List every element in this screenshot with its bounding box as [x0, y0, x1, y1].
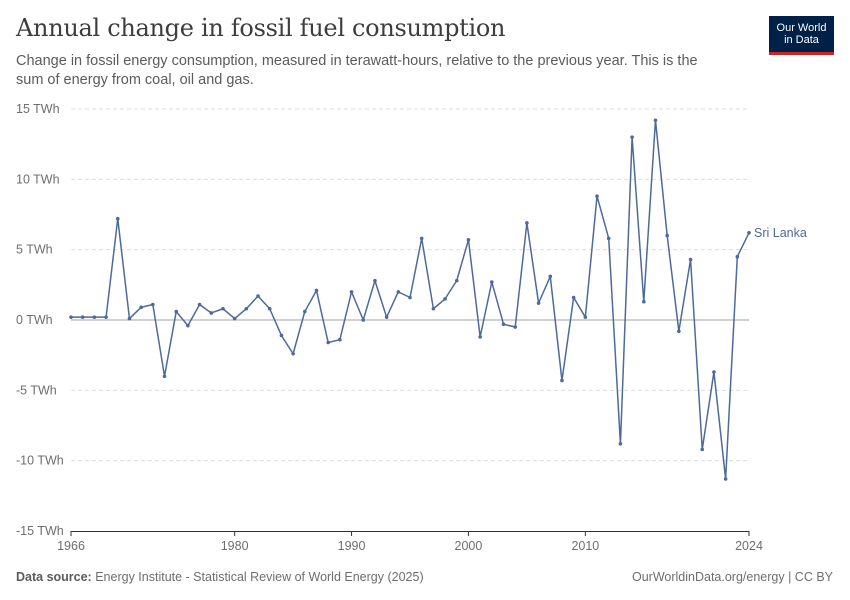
data-source-label: Data source: [16, 570, 92, 584]
data-point[interactable] [630, 135, 634, 139]
data-point[interactable] [653, 118, 658, 123]
data-point[interactable] [595, 194, 599, 199]
data-point[interactable] [326, 340, 330, 345]
data-point[interactable] [69, 315, 73, 319]
data-point[interactable] [267, 306, 272, 311]
data-point[interactable] [443, 297, 447, 301]
data-point[interactable] [291, 351, 295, 356]
data-point[interactable] [361, 318, 366, 322]
footer-link[interactable]: OurWorldinData.org/energy | CC BY [631, 570, 833, 584]
series-label[interactable]: Sri Lanka [754, 226, 807, 240]
data-point[interactable] [244, 306, 249, 311]
y-tick-label: -5 TWh [16, 383, 57, 397]
data-point[interactable] [548, 274, 553, 279]
data-point[interactable] [186, 323, 190, 328]
data-point[interactable] [232, 316, 237, 321]
data-point[interactable] [80, 315, 85, 319]
data-point[interactable] [373, 278, 377, 283]
chart-subtitle: Change in fossil energy consumption, mea… [16, 53, 698, 88]
data-point[interactable] [571, 295, 576, 300]
y-tick-label: -10 TWh [16, 454, 64, 468]
data-point[interactable] [139, 305, 143, 310]
data-point[interactable] [606, 236, 611, 241]
owid-logo[interactable]: Our World in Data [769, 16, 834, 55]
data-point[interactable] [221, 306, 225, 311]
data-point[interactable] [688, 257, 693, 262]
data-point[interactable] [525, 221, 529, 225]
data-point[interactable] [747, 230, 751, 235]
data-point[interactable] [712, 370, 716, 374]
data-source: Data source: Energy Institute - Statisti… [16, 570, 424, 584]
data-point[interactable] [314, 288, 319, 293]
y-axis-ticks: -15 TWh -10 TWh -5 TWh 0 TWh 5 TWh 10 TWh 15 T… [16, 102, 64, 538]
data-point[interactable] [536, 301, 541, 305]
data-point[interactable] [723, 477, 728, 481]
x-tick-label: 2010 [571, 539, 599, 553]
x-axis: 1966 1980 1990 2000 2010 2024 [57, 531, 763, 553]
data-point[interactable] [618, 441, 623, 446]
data-point[interactable] [349, 290, 354, 294]
data-point[interactable] [197, 302, 202, 307]
data-point[interactable] [735, 254, 740, 259]
data-point[interactable] [209, 311, 214, 315]
y-tick-label: 15 TWh [16, 102, 60, 116]
data-point[interactable] [127, 316, 132, 321]
data-point[interactable] [665, 233, 669, 238]
data-point[interactable] [408, 295, 412, 300]
data-point[interactable] [501, 322, 506, 327]
data-point[interactable] [115, 216, 120, 221]
data-point[interactable] [302, 309, 307, 314]
x-tick-label: 1980 [221, 539, 249, 553]
data-point[interactable] [513, 325, 518, 329]
y-tick-label: 0 TWh [16, 313, 53, 327]
data-point[interactable] [431, 306, 436, 311]
series-line[interactable] [71, 119, 750, 480]
data-point[interactable] [279, 333, 284, 338]
data-point[interactable] [151, 302, 155, 307]
x-tick-label: 1990 [338, 539, 366, 553]
data-point[interactable] [583, 315, 588, 319]
logo-line-1: Our World [776, 22, 827, 34]
data-point[interactable] [338, 337, 342, 342]
data-source-text[interactable]: Energy Institute - Statistical Review of… [95, 570, 424, 584]
logo-line-2: in Data [784, 34, 819, 46]
data-point[interactable] [256, 294, 260, 298]
data-point[interactable] [454, 278, 459, 283]
data-point[interactable] [162, 374, 167, 379]
gridlines [71, 108, 749, 462]
data-point[interactable] [700, 447, 705, 452]
series-layer: Sri Lanka [69, 118, 807, 481]
data-point[interactable] [384, 315, 389, 319]
data-point[interactable] [560, 378, 564, 383]
x-tick-label: 2024 [735, 539, 763, 553]
data-point[interactable] [92, 315, 97, 319]
data-point[interactable] [104, 315, 108, 319]
data-point[interactable] [419, 236, 424, 241]
x-tick-label: 2000 [455, 539, 483, 553]
data-point[interactable] [396, 290, 401, 294]
chart-title: Annual change in fossil fuel consumption [16, 14, 506, 42]
y-tick-label: 10 TWh [16, 172, 60, 186]
data-point[interactable] [174, 309, 179, 314]
y-tick-label: -15 TWh [16, 524, 64, 538]
x-tick-label: 1966 [57, 539, 85, 553]
data-point[interactable] [641, 299, 646, 304]
data-point[interactable] [478, 335, 482, 339]
y-tick-label: 5 TWh [16, 243, 53, 257]
data-point[interactable] [466, 238, 471, 242]
data-point[interactable] [677, 329, 681, 334]
data-point[interactable] [490, 280, 494, 284]
